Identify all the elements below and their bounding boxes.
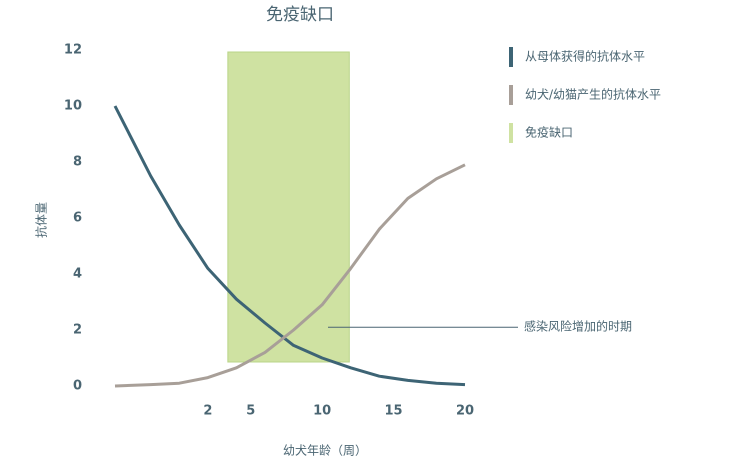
y-tick-label: 2: [73, 323, 82, 338]
legend-swatch: [509, 47, 513, 67]
y-tick-label: 4: [73, 267, 82, 282]
y-axis-label: 抗体量: [34, 202, 49, 238]
x-tick-label: 2: [203, 404, 212, 419]
immunity-gap-band: [227, 51, 350, 363]
legend-label: 免疫缺口: [525, 125, 573, 140]
x-tick-label: 5: [246, 404, 255, 419]
annotation-text: 感染风险增加的时期: [524, 319, 632, 334]
series-line: [113, 105, 466, 387]
y-tick-label: 0: [73, 379, 82, 394]
x-tick-label: 20: [456, 404, 474, 419]
y-tick-label: 6: [73, 211, 82, 226]
legend-swatch: [509, 123, 513, 143]
x-tick-label: 10: [313, 404, 331, 419]
chart-title: 免疫缺口: [266, 5, 334, 25]
y-tick-label: 8: [73, 155, 82, 170]
legend-label: 幼犬/幼猫产生的抗体水平: [525, 87, 661, 102]
x-axis-label: 幼犬年龄（周）: [283, 444, 367, 458]
x-tick-label: 15: [385, 404, 403, 419]
series-line: [114, 163, 466, 388]
y-tick-label: 12: [64, 43, 82, 58]
legend-swatch: [509, 85, 513, 105]
legend-label: 从母体获得的抗体水平: [525, 49, 645, 64]
y-tick-label: 10: [64, 99, 82, 114]
